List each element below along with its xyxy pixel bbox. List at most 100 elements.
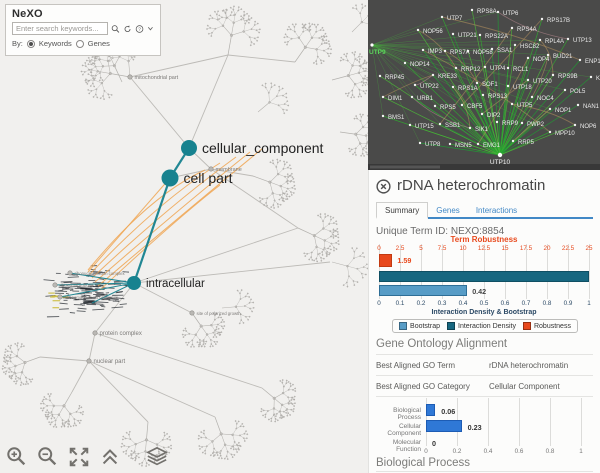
gene-node[interactable]: [481, 93, 485, 97]
gene-node[interactable]: [548, 130, 552, 134]
term-node-cellular-component[interactable]: [181, 140, 197, 156]
gene-node[interactable]: [468, 126, 472, 130]
tab-summary[interactable]: Summary: [376, 202, 429, 219]
gene-node[interactable]: [451, 85, 455, 89]
refresh-icon[interactable]: [123, 23, 132, 35]
gene-node-label[interactable]: NOP6: [580, 124, 597, 130]
gene-node-label[interactable]: UTP5: [517, 103, 533, 109]
gene-node-label[interactable]: UTP7: [447, 16, 463, 22]
gene-node[interactable]: [510, 26, 514, 30]
gene-node[interactable]: [589, 75, 593, 79]
gene-node-label[interactable]: DIP2: [487, 113, 501, 119]
gene-node-label[interactable]: UTP6: [503, 11, 519, 17]
gene-node-label[interactable]: NOC4: [537, 96, 554, 102]
chevron-down-icon[interactable]: [147, 24, 154, 33]
gene-node-label[interactable]: SIK1: [475, 127, 489, 133]
gene-node[interactable]: [520, 121, 524, 125]
radio-keywords[interactable]: [26, 39, 35, 48]
gene-node[interactable]: [526, 78, 530, 82]
gene-node[interactable]: [410, 95, 414, 99]
gene-node[interactable]: [433, 104, 437, 108]
gene-node-label[interactable]: CBF5: [467, 104, 483, 110]
gene-node[interactable]: [483, 65, 487, 69]
gene-node[interactable]: [413, 83, 417, 87]
gene-node-label[interactable]: RCL1: [513, 67, 529, 73]
gene-node[interactable]: [438, 122, 442, 126]
gene-node-label[interactable]: RPS8A: [477, 9, 497, 15]
gene-node[interactable]: [551, 73, 555, 77]
legend-item-interaction-density[interactable]: Interaction Density: [447, 322, 516, 330]
gene-node[interactable]: [403, 61, 407, 65]
help-icon[interactable]: ?: [135, 23, 144, 35]
gene-node[interactable]: [378, 74, 382, 78]
legend-item-bootstrap[interactable]: Bootstrap: [399, 322, 440, 330]
gene-node-label[interactable]: RPS17B: [547, 18, 570, 24]
gene-node[interactable]: [421, 48, 425, 52]
gene-node-label[interactable]: RPS7A: [450, 50, 470, 56]
network-scrollbar-handle[interactable]: [370, 165, 440, 169]
gene-node[interactable]: [490, 47, 494, 51]
gene-node[interactable]: [470, 8, 474, 12]
gene-node[interactable]: [573, 123, 577, 127]
gene-node-label[interactable]: UTP9: [369, 49, 386, 56]
interaction-network-canvas[interactable]: UTP7 RPS8A UTP6 RPS17B NOP56 UTP21 RPS22A RPS4A…: [368, 0, 600, 170]
gene-node-label[interactable]: RRP5: [518, 140, 535, 146]
gene-node[interactable]: [448, 142, 452, 146]
gene-node-label[interactable]: UTP4: [490, 66, 506, 72]
gene-node[interactable]: [506, 84, 510, 88]
gene-node[interactable]: [496, 10, 500, 14]
term-node[interactable]: [86, 358, 92, 364]
term-node-intracellular[interactable]: [127, 276, 141, 290]
gene-node-label[interactable]: NAN1: [583, 104, 600, 110]
gene-node-label[interactable]: SSA1: [497, 48, 513, 54]
gene-node[interactable]: [510, 102, 514, 106]
close-icon[interactable]: [376, 179, 391, 194]
fit-to-screen-icon[interactable]: [68, 446, 90, 468]
gene-node-label[interactable]: NOP58: [473, 50, 493, 56]
radio-genes[interactable]: [75, 39, 84, 48]
term-node[interactable]: [52, 282, 58, 288]
tab-genes[interactable]: Genes: [436, 206, 460, 215]
gene-node[interactable]: [478, 33, 482, 37]
gene-node-label[interactable]: PWP2: [527, 122, 545, 128]
gene-node[interactable]: [466, 49, 470, 53]
gene-node-label[interactable]: UTP21: [458, 33, 477, 39]
gene-node[interactable]: [495, 120, 499, 124]
gene-node-hub2[interactable]: [370, 43, 374, 47]
gene-node-label[interactable]: UTP18: [513, 85, 532, 91]
gene-node-label[interactable]: RPS5: [440, 105, 456, 111]
gene-node-label[interactable]: KRE33: [438, 74, 458, 80]
gene-node[interactable]: [454, 66, 458, 70]
gene-node-label[interactable]: IMP3: [428, 49, 443, 55]
gene-node-label[interactable]: MSN5: [455, 143, 472, 149]
gene-node[interactable]: [548, 107, 552, 111]
gene-node-label[interactable]: BUD21: [553, 54, 573, 60]
gene-node[interactable]: [418, 141, 422, 145]
term-node[interactable]: [189, 310, 195, 316]
gene-node[interactable]: [526, 56, 530, 60]
gene-node[interactable]: [476, 142, 480, 146]
gene-node[interactable]: [576, 103, 580, 107]
gene-node-label[interactable]: URB1: [417, 96, 434, 102]
gene-node[interactable]: [416, 28, 420, 32]
gene-node[interactable]: [540, 17, 544, 21]
gene-node[interactable]: [443, 49, 447, 53]
gene-node[interactable]: [563, 88, 567, 92]
tab-interactions[interactable]: Interactions: [475, 206, 518, 215]
gene-node[interactable]: [440, 15, 444, 19]
gene-node-label[interactable]: RRP9: [502, 121, 519, 127]
layers-icon[interactable]: [146, 446, 168, 468]
gene-node[interactable]: [475, 81, 479, 85]
gene-node-label[interactable]: UTP10: [490, 159, 511, 166]
gene-node-label[interactable]: NOP1: [555, 108, 572, 114]
term-node[interactable]: [57, 294, 63, 300]
gene-node-label[interactable]: POL5: [570, 89, 586, 95]
gene-node-label[interactable]: UTP13: [573, 38, 592, 44]
legend-item-robustness[interactable]: Robustness: [522, 322, 571, 330]
term-node[interactable]: [67, 270, 73, 276]
gene-node-label[interactable]: NOP14: [410, 62, 430, 68]
radio-genes-label[interactable]: Genes: [87, 39, 110, 48]
gene-node-label[interactable]: RPS9B: [558, 74, 578, 80]
gene-node-label[interactable]: UTP8: [425, 142, 441, 148]
gene-node[interactable]: [506, 66, 510, 70]
